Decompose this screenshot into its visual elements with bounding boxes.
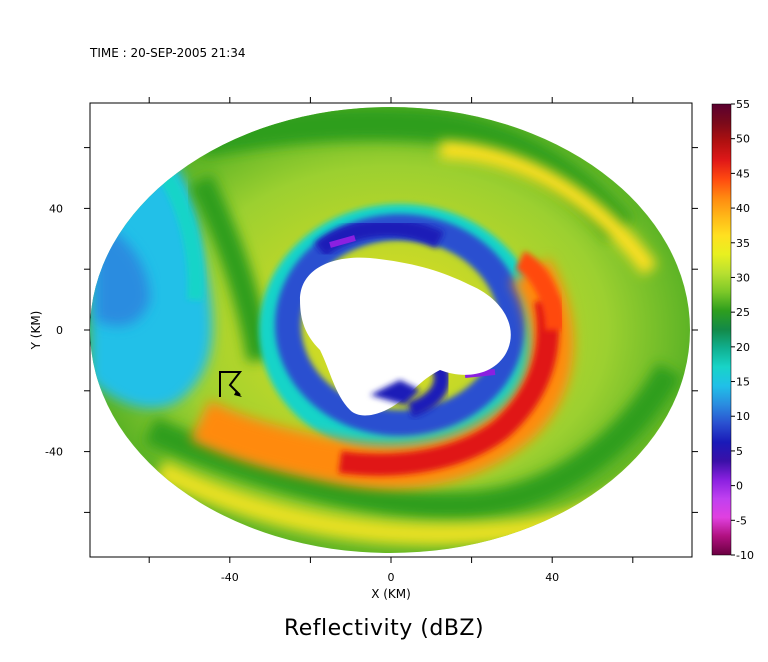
field-eye-south-blue — [370, 380, 420, 405]
y-tick-label: 40 — [49, 202, 63, 215]
colorbar-label: 5 — [736, 445, 743, 458]
colorbar-label: 35 — [736, 237, 750, 250]
colorbar-label: 45 — [736, 167, 750, 180]
field-purple-patch-1 — [329, 235, 356, 248]
x-tick-label: -40 — [221, 571, 239, 584]
field-primary-rainband-core — [338, 297, 559, 476]
field-eye — [300, 257, 511, 416]
colorbar-rect — [711, 103, 732, 556]
y-tick-label: -40 — [45, 446, 63, 459]
colorbar-label: 55 — [736, 98, 750, 111]
time-label: TIME : 20-SEP-2005 21:34 — [90, 46, 246, 60]
axes: -40 0 40 -40 0 40 — [45, 97, 698, 584]
storm-motion-marker — [219, 371, 243, 397]
colorbar-label: -10 — [736, 549, 754, 562]
colorbar-label: 20 — [736, 341, 750, 354]
colorbar-label: 0 — [736, 480, 743, 493]
chart-title: Reflectivity (dBZ) — [283, 616, 485, 641]
colorbar-label: 30 — [736, 271, 750, 284]
field-rainband-head — [514, 251, 565, 331]
y-axis-title: Y (KM) — [29, 311, 43, 351]
colorbar-label: 40 — [736, 202, 750, 215]
colorbar-label: 25 — [736, 306, 750, 319]
x-tick-label: 40 — [545, 571, 559, 584]
y-tick-label: 0 — [56, 324, 63, 337]
x-tick-label: 0 — [388, 571, 395, 584]
field-green-band-west — [188, 174, 273, 363]
field-yellow-band-northeast — [439, 141, 658, 276]
field-green-band-south — [144, 362, 683, 520]
colorbar-label: 50 — [736, 133, 750, 146]
colorbar-label: 10 — [736, 410, 750, 423]
x-axis-title: X (KM) — [371, 587, 411, 601]
colorbar-label: 15 — [736, 376, 750, 389]
colorbar-label: -5 — [736, 514, 747, 527]
